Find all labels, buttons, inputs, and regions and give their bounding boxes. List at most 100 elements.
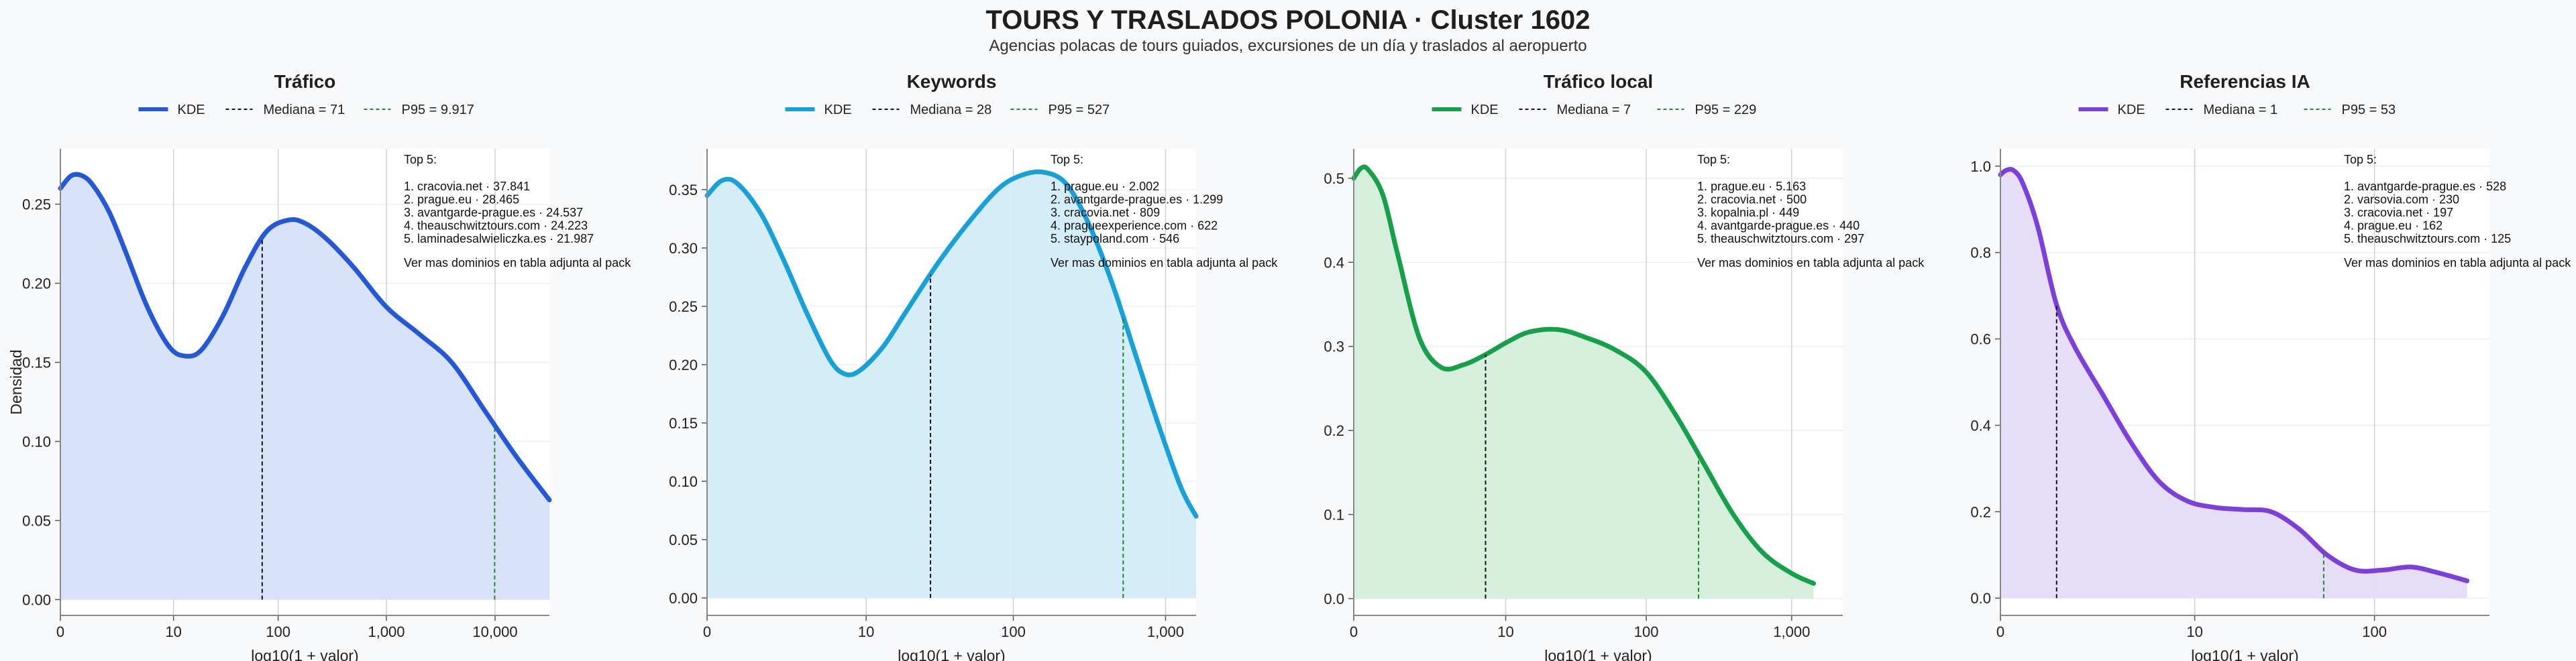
y-tick-label: 0.4 [1970, 417, 1991, 434]
x-axis-label: log10(1 + valor) [898, 647, 1005, 661]
chart-panel-1: Tráfico KDE Mediana = 71 P95 = 9.917 0.00 0.0… [22, 71, 631, 661]
legend-median-label: Mediana = 7 [1557, 103, 1631, 117]
y-tick-label: 0.0 [1324, 591, 1344, 607]
y-tick-label: 0.20 [22, 276, 51, 292]
kde-line [1998, 167, 2470, 583]
top5-header: Top 5: [404, 153, 437, 166]
y-tick-label: 0.25 [669, 298, 698, 315]
top5-item: 3. kopalnia.pl · 449 [1697, 206, 1799, 219]
x-tick-label: 10 [1497, 623, 1513, 640]
y-tick-label: 0.10 [22, 433, 51, 450]
legend-median-label: Mediana = 28 [910, 103, 992, 117]
top5-item: 2. cracovia.net · 500 [1697, 193, 1807, 206]
legend-p95-label: P95 = 53 [2342, 103, 2396, 117]
x-tick-label: 0 [1350, 623, 1358, 640]
y-tick-label: 0.35 [669, 182, 698, 198]
x-tick-label: 0 [703, 623, 711, 640]
top5-footer: Ver mas dominios en tabla adjunta al pac… [404, 256, 631, 269]
y-tick-label: 0.00 [22, 591, 51, 608]
legend-kde-label: KDE [2118, 103, 2145, 117]
kde-line [1351, 164, 1816, 586]
y-tick-label: 0.8 [1970, 245, 1991, 261]
legend: KDE Mediana = 1 P95 = 53 [2078, 103, 2396, 117]
top5-item: 4. avantgarde-prague.es · 440 [1697, 219, 1860, 233]
kde-area [2000, 170, 2467, 599]
top5-item: 1. prague.eu · 5.163 [1697, 180, 1806, 193]
top5-footer: Ver mas dominios en tabla adjunta al pac… [1051, 256, 1278, 269]
y-tick-label: 0.0 [1970, 590, 1991, 607]
y-tick-label: 0.5 [1324, 170, 1344, 187]
top5-item: 1. prague.eu · 2.002 [1051, 180, 1159, 193]
chart-panel-3: Tráfico local KDE Mediana = 7 P95 = 229 0.0 0… [1324, 71, 1925, 661]
top5-header: Top 5: [2344, 153, 2377, 166]
chart-title: Tráfico local [1544, 71, 1653, 92]
top5-item: 3. cracovia.net · 197 [2344, 206, 2453, 219]
legend-kde-label: KDE [824, 103, 852, 117]
y-tick-label: 0.15 [22, 355, 51, 371]
x-tick-label: 10 [858, 623, 874, 640]
y-tick-label: 0.30 [669, 240, 698, 257]
legend-p95-label: P95 = 527 [1049, 103, 1110, 117]
x-tick-label: 10,000 [472, 623, 517, 640]
x-tick-label: 100 [1001, 623, 1026, 640]
top5-item: 1. avantgarde-prague.es · 528 [2344, 180, 2506, 193]
y-tick-label: 0.05 [669, 532, 698, 548]
legend: KDE Mediana = 71 P95 = 9.917 [138, 103, 474, 117]
y-tick-label: 0.2 [1970, 503, 1991, 520]
top5-footer: Ver mas dominios en tabla adjunta al pac… [1697, 256, 1925, 269]
legend-kde-label: KDE [1471, 103, 1499, 117]
x-tick-label: 0 [56, 623, 64, 640]
y-tick-label: 0.6 [1970, 331, 1991, 348]
top5-item: 1. cracovia.net · 37.841 [404, 180, 530, 193]
top5-item: 5. staypoland.com · 546 [1051, 232, 1179, 245]
top5-item: 3. cracovia.net · 809 [1051, 206, 1160, 219]
y-tick-label: 0.3 [1324, 339, 1344, 355]
top5-footer: Ver mas dominios en tabla adjunta al pac… [2344, 256, 2571, 269]
x-tick-label: 1,000 [1773, 623, 1810, 640]
top5-item: 2. varsovia.com · 230 [2344, 193, 2459, 206]
top5-item: 3. avantgarde-prague.es · 24.537 [404, 206, 583, 219]
x-tick-label: 1,000 [368, 623, 405, 640]
top5-item: 4. theauschwitztours.com · 24.223 [404, 219, 588, 233]
chart-title: Referencias IA [2180, 71, 2310, 92]
y-tick-label: 0.4 [1324, 254, 1344, 271]
y-axis-label: Densidad [7, 349, 25, 414]
top5-item: 5. laminadesalwieliczka.es · 21.987 [404, 232, 594, 245]
chart-panel-2: Keywords KDE Mediana = 28 P95 = 527 0.00 0.05… [669, 71, 1278, 661]
y-tick-label: 0.05 [22, 512, 51, 529]
x-axis-label: log10(1 + valor) [2191, 647, 2298, 661]
chart-title: Tráfico [274, 71, 336, 92]
kde-line [58, 172, 552, 503]
y-tick-label: 0.10 [669, 473, 698, 490]
chart-panel-4: Referencias IA KDE Mediana = 1 P95 = 53 0.0 0… [1970, 71, 2571, 661]
top5-header: Top 5: [1051, 153, 1083, 166]
chart-title: Keywords [907, 71, 997, 92]
y-tick-label: 0.25 [22, 196, 51, 213]
x-tick-label: 10 [2186, 623, 2202, 640]
y-tick-label: 1.0 [1970, 158, 1991, 175]
legend-median-label: Mediana = 1 [2204, 103, 2278, 117]
top5-item: 4. pragueexperience.com · 622 [1051, 219, 1218, 233]
legend-kde-label: KDE [178, 103, 205, 117]
x-tick-label: 100 [1634, 623, 1659, 640]
kde-area [60, 176, 549, 600]
top5-item: 2. avantgarde-prague.es · 1.299 [1051, 193, 1223, 206]
legend-p95-label: P95 = 9.917 [402, 103, 474, 117]
x-axis-label: log10(1 + valor) [251, 647, 358, 661]
top5-item: 5. theauschwitztours.com · 125 [2344, 232, 2511, 245]
kde-area [707, 172, 1196, 598]
x-axis-label: log10(1 + valor) [1544, 647, 1652, 661]
top5-header: Top 5: [1697, 153, 1730, 166]
x-tick-label: 1,000 [1147, 623, 1184, 640]
legend: KDE Mediana = 28 P95 = 527 [785, 103, 1110, 117]
y-tick-label: 0.1 [1324, 507, 1344, 524]
top5-item: 5. theauschwitztours.com · 297 [1697, 232, 1864, 245]
y-tick-label: 0.15 [669, 415, 698, 432]
y-tick-label: 0.00 [669, 590, 698, 607]
x-tick-label: 10 [165, 623, 181, 640]
x-tick-label: 100 [266, 623, 290, 640]
